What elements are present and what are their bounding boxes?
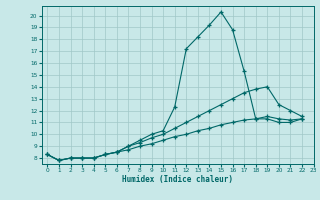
X-axis label: Humidex (Indice chaleur): Humidex (Indice chaleur) <box>122 175 233 184</box>
